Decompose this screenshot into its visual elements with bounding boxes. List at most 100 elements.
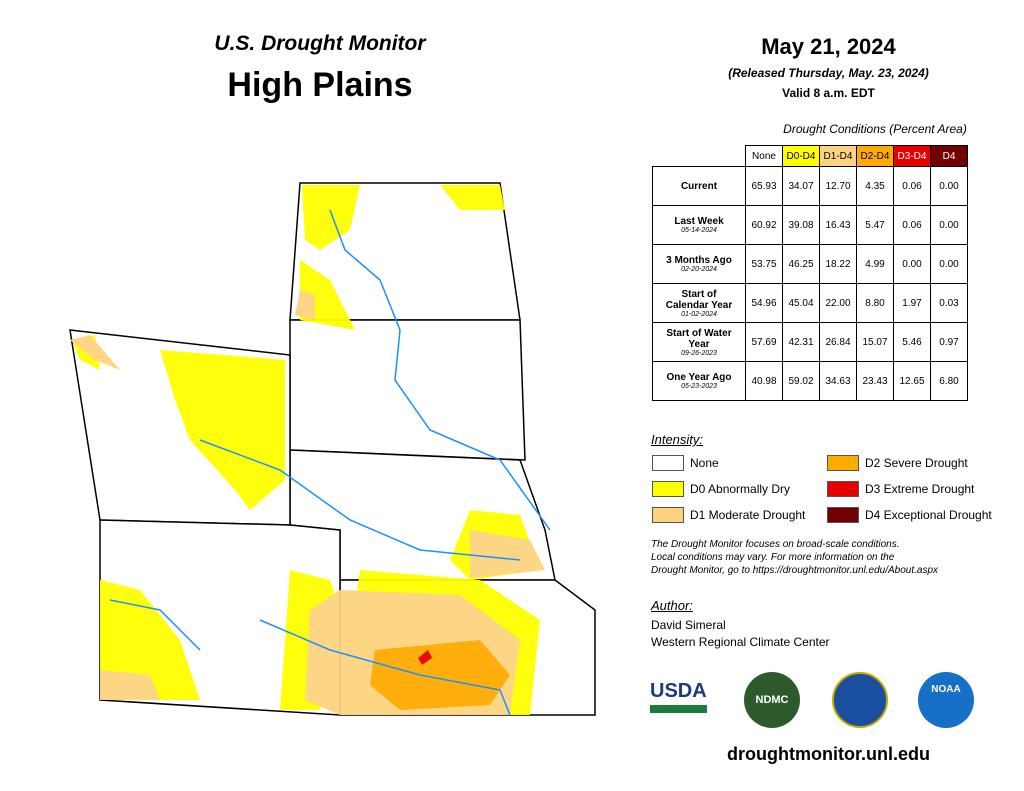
row: Start of Calendar Year 01-02-2024 54.96 45.… xyxy=(652,283,968,323)
cell: 57.69 xyxy=(745,322,783,362)
row-label: One Year Ago 05-23-2023 xyxy=(652,361,746,401)
legend-title: Intensity: xyxy=(651,432,704,447)
released: (Released Thursday, May. 23, 2024) xyxy=(728,66,929,80)
footer-url: droughtmonitor.unl.edu xyxy=(727,744,930,764)
legend-swatch xyxy=(827,481,859,497)
cell: 0.00 xyxy=(930,166,968,206)
legend-swatch xyxy=(827,455,859,471)
row-date: 02-20-2024 xyxy=(681,266,717,273)
cell: 0.00 xyxy=(930,205,968,245)
logo-noaa: NOAA xyxy=(918,672,974,728)
column-header: None xyxy=(745,145,783,167)
row-name: Start of Water Year xyxy=(666,327,732,350)
note-line: Local conditions may vary. For more info… xyxy=(651,552,895,563)
column-header: D4 xyxy=(930,145,968,167)
cell: 0.97 xyxy=(930,322,968,362)
row: Start of Water Year 09-26-2023 57.69 42.31 2… xyxy=(652,322,968,362)
row-name: 3 Months Ago xyxy=(666,255,732,266)
row-name: Current xyxy=(680,180,718,192)
river xyxy=(199,439,521,561)
cell: 5.47 xyxy=(856,205,894,245)
legend-swatch xyxy=(652,507,684,523)
title: High Plains xyxy=(227,66,413,104)
state-sd xyxy=(289,319,526,461)
note-line: Drought Monitor, go to https://droughtmo… xyxy=(651,565,939,576)
logo-commerce xyxy=(832,672,888,728)
row-date: 05-14-2024 xyxy=(681,227,717,234)
table-caption: Drought Conditions (Percent Area) xyxy=(783,122,967,136)
cell: 6.80 xyxy=(930,361,968,401)
cell: 8.80 xyxy=(856,283,894,323)
cell: 0.03 xyxy=(930,283,968,323)
author-title: Author: xyxy=(651,598,693,613)
row-label: Last Week 05-14-2024 xyxy=(652,205,746,245)
valid: Valid 8 a.m. EDT xyxy=(782,86,875,100)
cell: 0.06 xyxy=(893,166,931,206)
cell: 4.35 xyxy=(856,166,894,206)
legend-item: D0 Abnormally Dry xyxy=(652,481,827,497)
legend-swatch xyxy=(652,481,684,497)
author: David Simeral Western Regional Climate Ce… xyxy=(651,617,830,651)
logo-ndmc: NDMC xyxy=(744,672,800,728)
cell: 46.25 xyxy=(782,244,820,284)
legend-item: D2 Severe Drought xyxy=(827,455,1002,471)
legend-item: D3 Extreme Drought xyxy=(827,481,1002,497)
cell: 54.96 xyxy=(745,283,783,323)
legend-label: D4 Exceptional Drought xyxy=(865,508,992,522)
cell: 65.93 xyxy=(745,166,783,206)
cell: 23.43 xyxy=(856,361,894,401)
cell: 34.63 xyxy=(819,361,857,401)
legend-item: D1 Moderate Drought xyxy=(652,507,827,523)
row-name: Start of Calendar Year xyxy=(665,288,733,311)
cell: 22.00 xyxy=(819,283,857,323)
author-line: David Simeral xyxy=(651,618,726,632)
author-line: Western Regional Climate Center xyxy=(651,635,830,649)
d1-area xyxy=(70,290,545,715)
row-label: 3 Months Ago 02-20-2024 xyxy=(652,244,746,284)
row: Last Week 05-14-2024 60.92 39.08 16.43 5.47 0.… xyxy=(652,205,968,245)
legend-label: D1 Moderate Drought xyxy=(690,508,806,522)
cell: 60.92 xyxy=(745,205,783,245)
row: Current 65.93 34.07 12.70 4.35 0.06 0.00 xyxy=(652,166,968,206)
cell: 53.75 xyxy=(745,244,783,284)
legend-swatch xyxy=(652,455,684,471)
note: The Drought Monitor focuses on broad-sca… xyxy=(651,538,938,577)
column-header: D3-D4 xyxy=(893,145,931,167)
river xyxy=(259,619,511,716)
corner xyxy=(653,146,746,167)
d2-area xyxy=(370,640,510,710)
column-header: D2-D4 xyxy=(856,145,894,167)
row-name: One Year Ago xyxy=(666,372,732,383)
legend-item: None xyxy=(652,455,827,471)
cell: 5.46 xyxy=(893,322,931,362)
legend-label: D0 Abnormally Dry xyxy=(690,482,791,496)
d3-area xyxy=(418,650,432,665)
row: 3 Months Ago 02-20-2024 53.75 46.25 18.22 4.9… xyxy=(652,244,968,284)
map xyxy=(69,182,596,716)
header-row: None D0-D4 D1-D4 D2-D4 D3-D4 D4 xyxy=(653,145,968,167)
cell: 12.70 xyxy=(819,166,857,206)
d0-area xyxy=(72,185,540,715)
legend-item: D4 Exceptional Drought xyxy=(827,507,1002,523)
row-date: 09-26-2023 xyxy=(681,349,717,357)
legend-label: D3 Extreme Drought xyxy=(865,482,975,496)
row-label: Start of Calendar Year 01-02-2024 xyxy=(652,283,746,323)
cell: 0.00 xyxy=(930,244,968,284)
row-name: Last Week xyxy=(674,216,724,227)
note-line: The Drought Monitor focuses on broad-sca… xyxy=(651,539,900,550)
subtitle: U.S. Drought Monitor xyxy=(214,32,426,55)
cell: 26.84 xyxy=(819,322,857,362)
legend: None D2 Severe Drought D0 Abnormally Dry D3… xyxy=(652,455,1012,523)
river xyxy=(329,209,551,531)
cell: 0.00 xyxy=(893,244,931,284)
cell: 0.06 xyxy=(893,205,931,245)
cell: 42.31 xyxy=(782,322,820,362)
row-date: 01-02-2024 xyxy=(681,310,717,318)
legend-label: None xyxy=(690,456,719,470)
cell: 39.08 xyxy=(782,205,820,245)
river xyxy=(109,599,201,651)
row-label: Current xyxy=(652,166,746,206)
logo-usda: USDA xyxy=(650,680,707,713)
cell: 18.22 xyxy=(819,244,857,284)
